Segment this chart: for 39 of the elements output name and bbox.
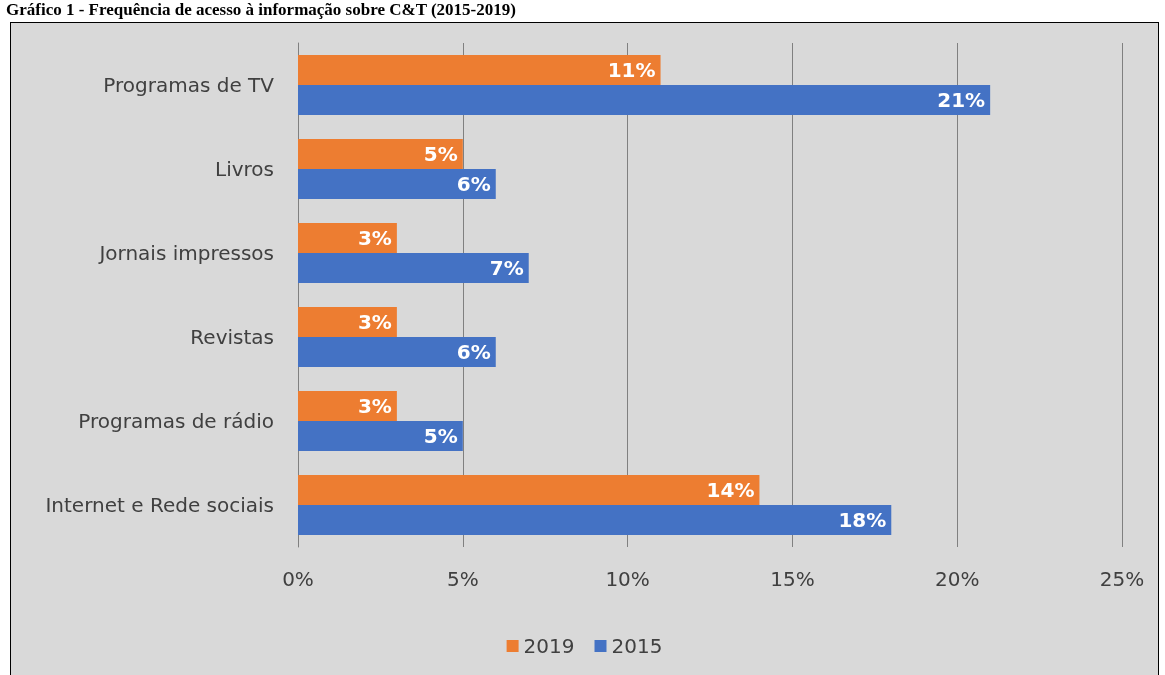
- bar: [298, 169, 496, 199]
- bar: [298, 505, 892, 535]
- x-tick-label: 5%: [446, 567, 479, 591]
- chart-title: Gráfico 1 - Frequência de acesso à informação sobre C&T (2015-2019): [6, 0, 516, 20]
- bar: [298, 421, 463, 451]
- data-label: 14%: [706, 478, 755, 502]
- bar: [298, 307, 397, 337]
- data-label: 6%: [456, 340, 491, 364]
- y-tick-label: Internet e Rede sociais: [45, 493, 274, 517]
- bar: [298, 253, 529, 283]
- bar: [298, 337, 496, 367]
- legend-label: 2015: [611, 634, 663, 658]
- data-label: 7%: [489, 256, 524, 280]
- bar: [298, 139, 463, 169]
- data-label: 3%: [357, 394, 392, 418]
- data-label: 3%: [357, 226, 392, 250]
- x-tick-label: 25%: [1099, 567, 1145, 591]
- x-tick-label: 0%: [282, 567, 314, 591]
- data-label: 5%: [423, 142, 458, 166]
- data-label: 5%: [423, 424, 458, 448]
- x-tick-label: 20%: [934, 567, 980, 591]
- data-label: 3%: [357, 310, 392, 334]
- bar: [298, 391, 397, 421]
- data-label: 18%: [838, 508, 887, 532]
- data-label: 6%: [456, 172, 491, 196]
- y-tick-label: Revistas: [190, 325, 274, 349]
- bar: [298, 55, 661, 85]
- y-tick-label: Livros: [215, 157, 274, 181]
- bar: [298, 223, 397, 253]
- legend-label: 2019: [523, 634, 575, 658]
- bar: [298, 475, 760, 505]
- x-tick-label: 10%: [605, 567, 650, 591]
- bar: [298, 85, 991, 115]
- x-tick-label: 15%: [770, 567, 815, 591]
- data-label: 11%: [607, 58, 656, 82]
- y-tick-label: Programas de TV: [103, 73, 275, 97]
- data-label: 21%: [937, 88, 986, 112]
- y-tick-label: Jornais impressos: [97, 241, 274, 265]
- y-tick-label: Programas de rádio: [78, 409, 274, 433]
